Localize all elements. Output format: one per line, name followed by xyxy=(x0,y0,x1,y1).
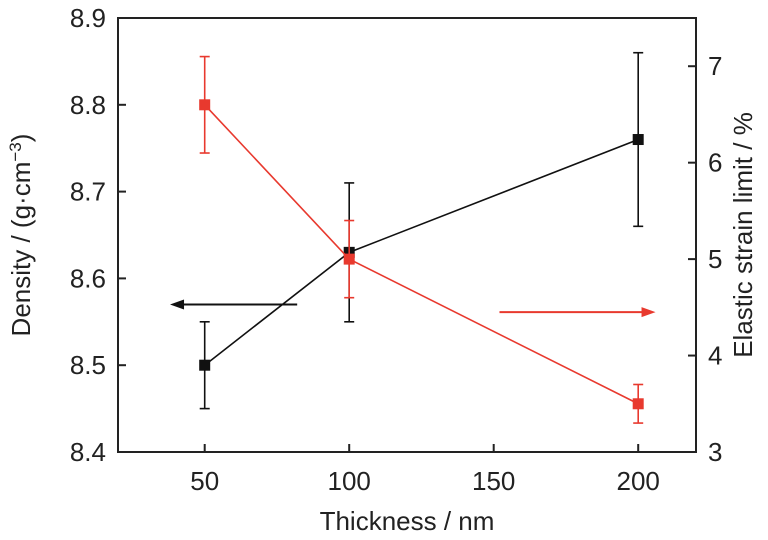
plot-frame xyxy=(117,17,697,453)
right-y-tick-label: 5 xyxy=(708,244,722,274)
right-y-tick-label: 7 xyxy=(708,51,722,81)
right-y-axis-ticks: 3 4 5 6 7 xyxy=(688,51,722,467)
strain-series-point xyxy=(343,253,355,265)
density-series-point xyxy=(199,359,211,371)
right-y-tick-label: 3 xyxy=(708,437,722,467)
x-tick-label: 100 xyxy=(328,466,371,496)
strain-series-line xyxy=(204,104,639,405)
strain-series-point xyxy=(199,99,211,111)
left-y-axis-title-text: Density / (g·cm xyxy=(6,162,36,337)
right-y-tick-label: 6 xyxy=(708,148,722,178)
left-y-axis-title-superscript: −3 xyxy=(6,142,25,161)
density-series-point xyxy=(632,134,644,146)
left-y-tick-label: 8.5 xyxy=(70,350,106,380)
left-y-tick-label: 8.8 xyxy=(70,90,106,120)
left-y-tick-label: 8.9 xyxy=(70,3,106,33)
x-tick-label: 200 xyxy=(617,466,660,496)
right-y-axis-title: Elastic strain limit / % xyxy=(728,112,758,358)
direction-arrow-head xyxy=(170,299,185,310)
left-y-tick-label: 8.4 xyxy=(70,437,106,467)
strain-series-point xyxy=(632,398,644,410)
x-tick-label: 150 xyxy=(472,466,515,496)
left-y-tick-label: 8.6 xyxy=(70,263,106,293)
direction-arrow-head xyxy=(641,307,656,318)
right-y-tick-label: 4 xyxy=(708,341,722,371)
x-axis-title: Thickness / nm xyxy=(320,506,495,536)
plot-layer xyxy=(170,51,656,424)
left-y-axis-title-close: ) xyxy=(6,134,36,143)
x-tick-label: 50 xyxy=(190,466,219,496)
left-y-axis-ticks: 8.4 8.5 8.6 8.7 8.8 8.9 xyxy=(70,3,126,467)
x-axis-ticks: 50 100 150 200 xyxy=(190,444,660,496)
left-y-tick-label: 8.7 xyxy=(70,177,106,207)
left-y-axis-title: Density / (g·cm−3) xyxy=(6,134,36,337)
